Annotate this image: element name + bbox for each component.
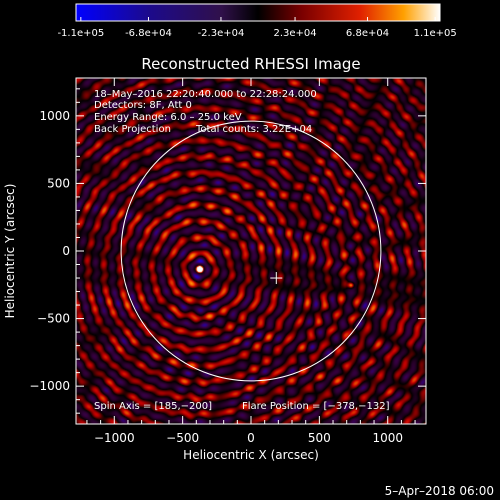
spin-axis-text: Spin Axis = [185,−200]	[94, 401, 212, 412]
colorbar	[75, 3, 441, 22]
x-tick-label: −500	[166, 431, 199, 445]
y-tick-label: −500	[37, 312, 70, 326]
x-tick-label: −1000	[94, 431, 135, 445]
x-tick-label: 1000	[372, 431, 403, 445]
energy-range-text: Energy Range: 6.0 – 25.0 keV	[94, 112, 242, 123]
axes: −1000 −500 0 500 1000 −1000 −500 0 500 1000	[29, 78, 426, 445]
y-tick-label: 0	[62, 244, 70, 258]
heatmap-image	[76, 78, 426, 424]
flare-position-text: Flare Position = [−378,−132]	[242, 401, 390, 412]
generated-timestamp: 5–Apr–2018 06:00	[385, 484, 494, 498]
y-axis-label: Heliocentric Y (arcsec)	[3, 184, 17, 319]
colorbar-tick-label: 1.1e+05	[414, 28, 457, 39]
chart-title: Reconstructed RHESSI Image	[141, 55, 360, 73]
colorbar-ticks: -1.1e+05 -6.8e+04 -2.3e+04 2.3e+04 6.8e+04 1.…	[57, 17, 457, 39]
colorbar-tick-label: 2.3e+04	[273, 28, 316, 39]
spin-axis-marker	[270, 272, 283, 285]
colorbar-tick-label: 6.8e+04	[346, 28, 389, 39]
method-text: Back Projection	[94, 124, 171, 135]
detectors-text: Detectors: 8F, Att 0	[94, 100, 192, 111]
total-counts-text: Total counts: 3.22E+04	[195, 124, 312, 135]
y-tick-label: 1000	[39, 109, 70, 123]
y-tick-label: 500	[47, 176, 70, 190]
solar-limb-circle	[120, 120, 382, 382]
x-tick-label: 500	[308, 431, 331, 445]
x-axis-label: Heliocentric X (arcsec)	[183, 448, 319, 462]
y-tick-label: −1000	[29, 379, 70, 393]
x-tick-label: 0	[247, 431, 255, 445]
time-range-text: 18–May–2016 22:20:40.000 to 22:28:24.000	[94, 89, 317, 100]
colorbar-tick-label: -1.1e+05	[57, 28, 104, 39]
colorbar-tick-label: -6.8e+04	[125, 28, 172, 39]
colorbar-tick-label: -2.3e+04	[198, 28, 245, 39]
